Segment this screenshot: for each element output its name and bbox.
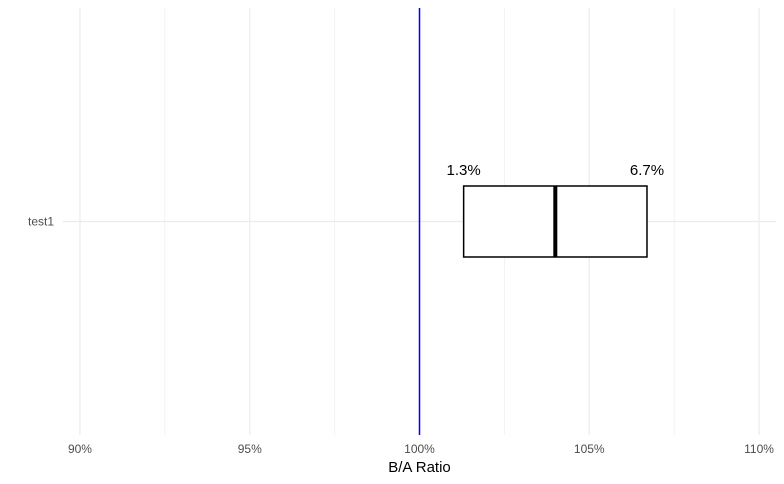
x-axis-title: B/A Ratio bbox=[388, 459, 451, 476]
x-tick-label: 110% bbox=[744, 442, 774, 456]
y-axis-ticks: test1 bbox=[28, 215, 54, 229]
x-tick-label: 95% bbox=[238, 442, 262, 456]
data-labels: 1.3% 6.7% bbox=[447, 162, 665, 179]
x-tick-label: 100% bbox=[404, 442, 435, 456]
x-tick-label: 105% bbox=[574, 442, 605, 456]
x-tick-label: 90% bbox=[68, 442, 92, 456]
lower-bound-label: 1.3% bbox=[447, 162, 481, 179]
upper-bound-label: 6.7% bbox=[630, 162, 664, 179]
x-axis-ticks: 90% 95% 100% 105% 110% bbox=[68, 442, 774, 456]
box-group bbox=[462, 185, 648, 258]
y-category-label: test1 bbox=[28, 215, 54, 229]
